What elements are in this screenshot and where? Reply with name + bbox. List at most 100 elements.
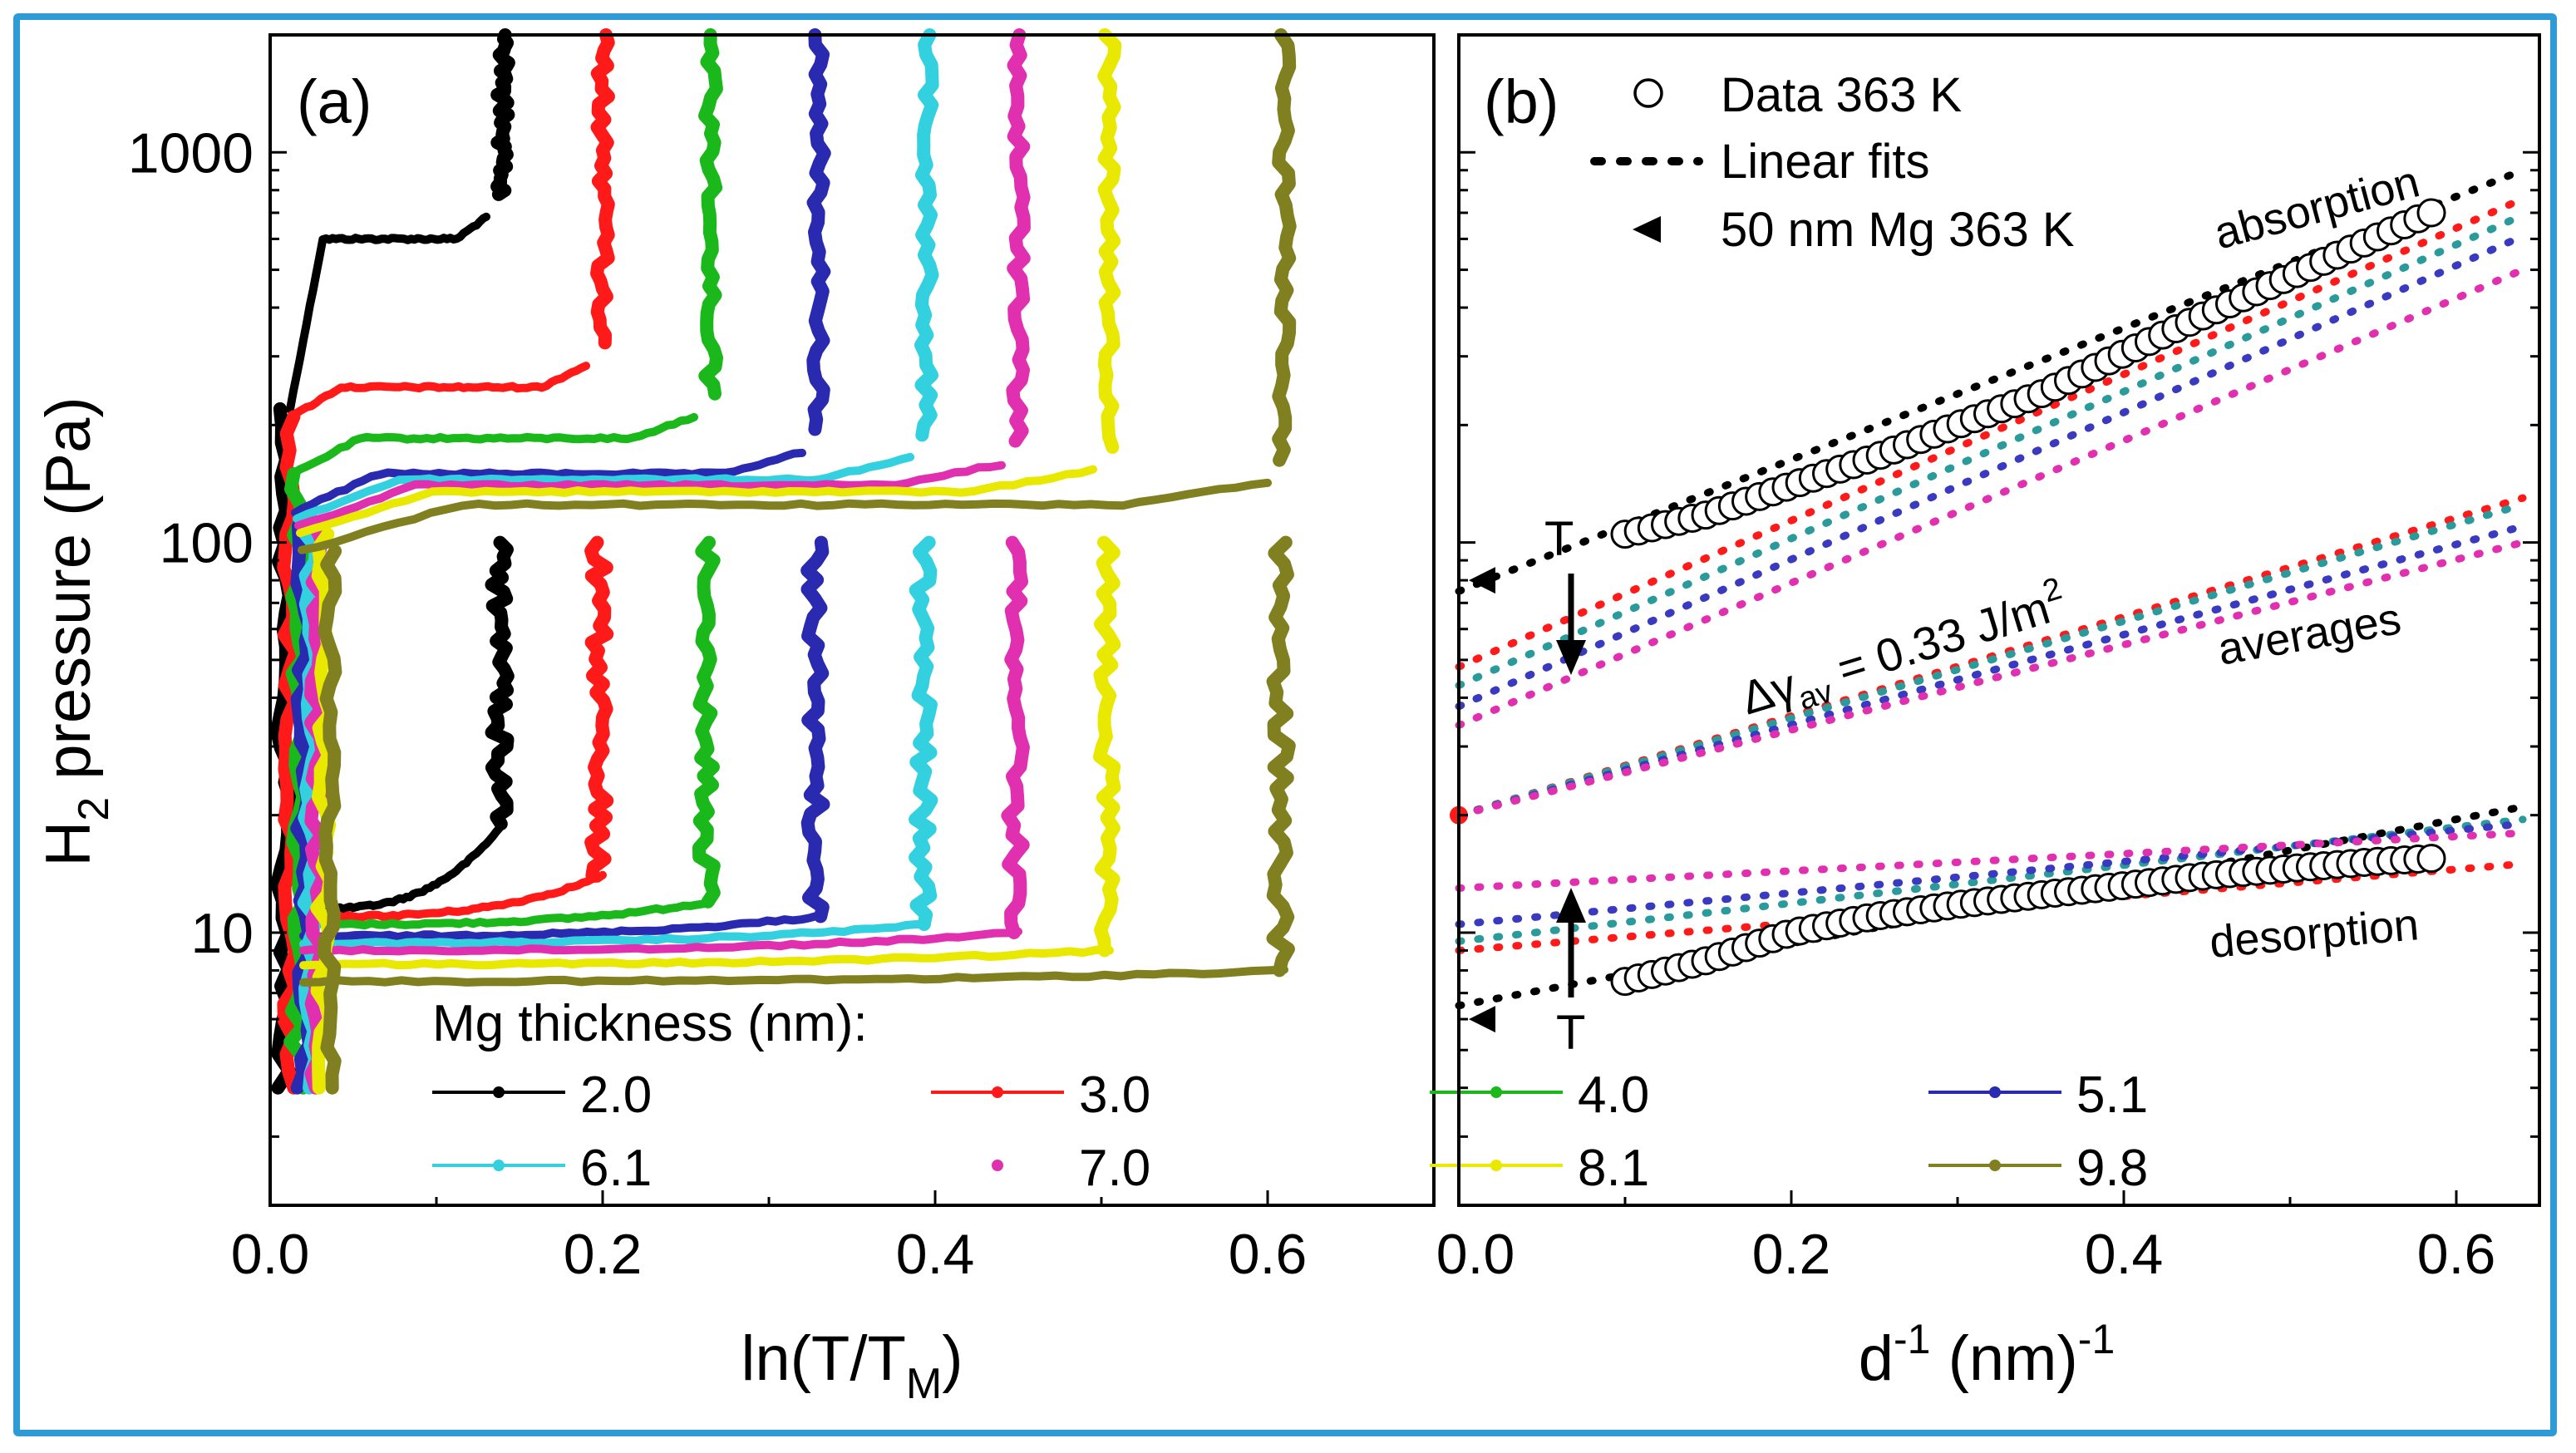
series-7-0-absorption-rise: [1006, 28, 1031, 448]
panel-b-legend-ref: 50 nm Mg 363 K: [1721, 203, 2075, 257]
legend-label-8-1: 8.1: [1578, 1140, 1649, 1197]
panel-a-ytick-label: 100: [160, 512, 254, 575]
series-8-1-absorption-plateau: [296, 465, 1097, 538]
legend-marker-3-0: [992, 1086, 1003, 1098]
series-7-0-desorption-rise: [1001, 535, 1030, 939]
series-8-1-desorption-rise: [1093, 535, 1121, 958]
legend-marker-8-1: [1490, 1160, 1502, 1171]
legend-label-6-1: 6.1: [580, 1140, 652, 1197]
series-4-0-absorption-rise: [698, 28, 723, 401]
panel-a-xtick-label: 0.0: [231, 1223, 310, 1286]
legend-label-2-0: 2.0: [580, 1066, 652, 1124]
series-8-1-absorption-rise: [1097, 28, 1122, 454]
series-3-0-absorption-rise: [590, 28, 615, 350]
panel-a-ytick-label: 10: [190, 902, 254, 965]
figure-border: [13, 13, 2557, 1436]
panel-b-legend-fits: Linear fits: [1721, 135, 1929, 189]
series-3-0-absorption-plateau: [288, 362, 590, 422]
panel-a-legend: Mg thickness (nm): 2.0 3.0 4.0 5.1 6.1 7.0 8.1…: [432, 995, 2148, 1197]
panel-a-ylabel: H2 pressure (Pa): [33, 396, 118, 866]
series-5-1-absorption-rise: [806, 28, 831, 436]
legend-label-9-8: 9.8: [2076, 1140, 2148, 1197]
panel-b-xlabel-sup: -1: [1894, 1316, 1930, 1362]
series-3-0-absorption-start: [277, 410, 303, 1095]
panel-a-xlabel-sub: M: [906, 1360, 942, 1408]
series-9-8-desorption-rise: [1266, 535, 1296, 978]
legend-left-triangle-icon: [1633, 216, 1661, 243]
panel-b-xlabel-main: d: [1859, 1323, 1894, 1394]
arrow-down-icon: [1556, 640, 1586, 675]
legend-marker-4-0: [1490, 1086, 1502, 1098]
series-5-1-desorption-rise: [800, 535, 830, 924]
series-6-1-desorption-plateau: [299, 920, 931, 948]
panel-a-ylabel-sub: 2: [70, 797, 118, 821]
panel-a-axes-frame: [268, 33, 1436, 1207]
legend-label-5-1: 5.1: [2076, 1066, 2148, 1124]
series-4-0-desorption-rise: [692, 535, 721, 909]
series-9-8-absorption-plateau: [298, 478, 1272, 554]
panel-b-axes-frame: [1457, 33, 2541, 1207]
annotation-desorption: desorption: [2208, 899, 2421, 968]
series-9-8-desorption-plateau: [299, 965, 1288, 987]
panel-b-legend-data: Data 363 K: [1721, 68, 1963, 122]
panel-a-xtick-label: 0.2: [564, 1223, 643, 1286]
legend-marker-7-0: [992, 1160, 1003, 1171]
annotation-gamma-value: = 0.33 J/m: [1819, 581, 2056, 699]
panel-b-data: [1450, 166, 2527, 1033]
panel-b-xlabel-sup2: -1: [2078, 1316, 2115, 1362]
series-7-0-absorption-plateau: [294, 461, 1006, 530]
series-5-1-desorption-plateau: [299, 911, 823, 942]
panel-b: 0.0 0.2 0.4 0.6 (b) d-1 (nm)-1 Data 363 K L…: [1436, 33, 2541, 1394]
panel-a-xtick-label: 0.6: [1229, 1223, 1308, 1286]
panel-a-label: (a): [297, 67, 372, 136]
fit-average-4: [1455, 539, 2527, 820]
series-9-8-absorption-start: [317, 544, 342, 1095]
arrow-up-icon: [1556, 888, 1586, 923]
annotation-t-upper: T: [1544, 512, 1574, 566]
annotation-averages: averages: [2214, 594, 2405, 675]
fit-average-3: [1455, 522, 2527, 820]
series-2-0-desorption-rise: [485, 535, 515, 831]
series-4-0-absorption-plateau: [289, 412, 698, 478]
panel-b-xtick-label: 0.0: [1436, 1223, 1515, 1286]
panel-a-ylabel-main: H: [33, 821, 104, 867]
fit-absorption-4: [1455, 266, 2527, 730]
panel-a-ytick-label: 1000: [128, 121, 254, 185]
panel-a: 0.0 0.2 0.4 0.6 10 100 1000 (a) ln(T/TM) H2 pr…: [33, 28, 2148, 1408]
panel-a-ylabel-rest: pressure (Pa): [33, 396, 104, 797]
fit-desorption-2: [1455, 815, 2527, 945]
series-2-0-absorption-plateau: [286, 212, 490, 414]
series-6-1-absorption-plateau: [293, 452, 914, 524]
panel-a-ticks: 0.0 0.2 0.4 0.6 10 100 1000: [128, 33, 1308, 1286]
panel-a-legend-title: Mg thickness (nm):: [432, 995, 868, 1052]
fit-absorption-2: [1455, 211, 2527, 690]
series-3-0-desorption-plateau: [299, 870, 607, 922]
legend-marker-5-1: [1989, 1086, 2001, 1098]
series-7-0-desorption-plateau: [299, 927, 1022, 956]
series-9-8-absorption-rise: [1272, 28, 1297, 467]
legend-marker-6-1: [493, 1160, 505, 1171]
reference-triangle-0: [1469, 567, 1495, 594]
legend-label-4-0: 4.0: [1578, 1066, 1649, 1124]
series-6-1-absorption-rise: [914, 28, 939, 442]
panel-b-xtick-label: 0.2: [1752, 1223, 1831, 1286]
fit-average-2: [1455, 500, 2527, 820]
panel-b-xtick-label: 0.4: [2085, 1223, 2164, 1286]
legend-open-circle-icon: [1633, 78, 1663, 108]
reference-triangle-1: [1469, 1006, 1495, 1033]
panel-a-xlabel-close: ): [942, 1323, 963, 1394]
fit-absorption-3: [1455, 232, 2527, 711]
data-point-absorption: [2416, 198, 2446, 228]
legend-marker-9-8: [1989, 1160, 2001, 1171]
series-3-0-desorption-rise: [584, 535, 614, 883]
series-6-1-desorption-rise: [909, 535, 938, 931]
panel-a-xlabel-main: ln(T/T: [741, 1323, 905, 1394]
annotation-gamma: Δγav = 0.33 J/m2: [1733, 571, 2075, 733]
series-8-1-desorption-plateau: [299, 945, 1114, 970]
panel-b-ticks: 0.0 0.2 0.4 0.6: [1436, 33, 2539, 1286]
series-2-0-absorption-rise: [490, 28, 515, 201]
legend-label-3-0: 3.0: [1079, 1066, 1150, 1124]
panel-b-xlabel-rest: (nm): [1930, 1323, 2077, 1394]
annotation-t-lower: T: [1556, 1006, 1585, 1060]
